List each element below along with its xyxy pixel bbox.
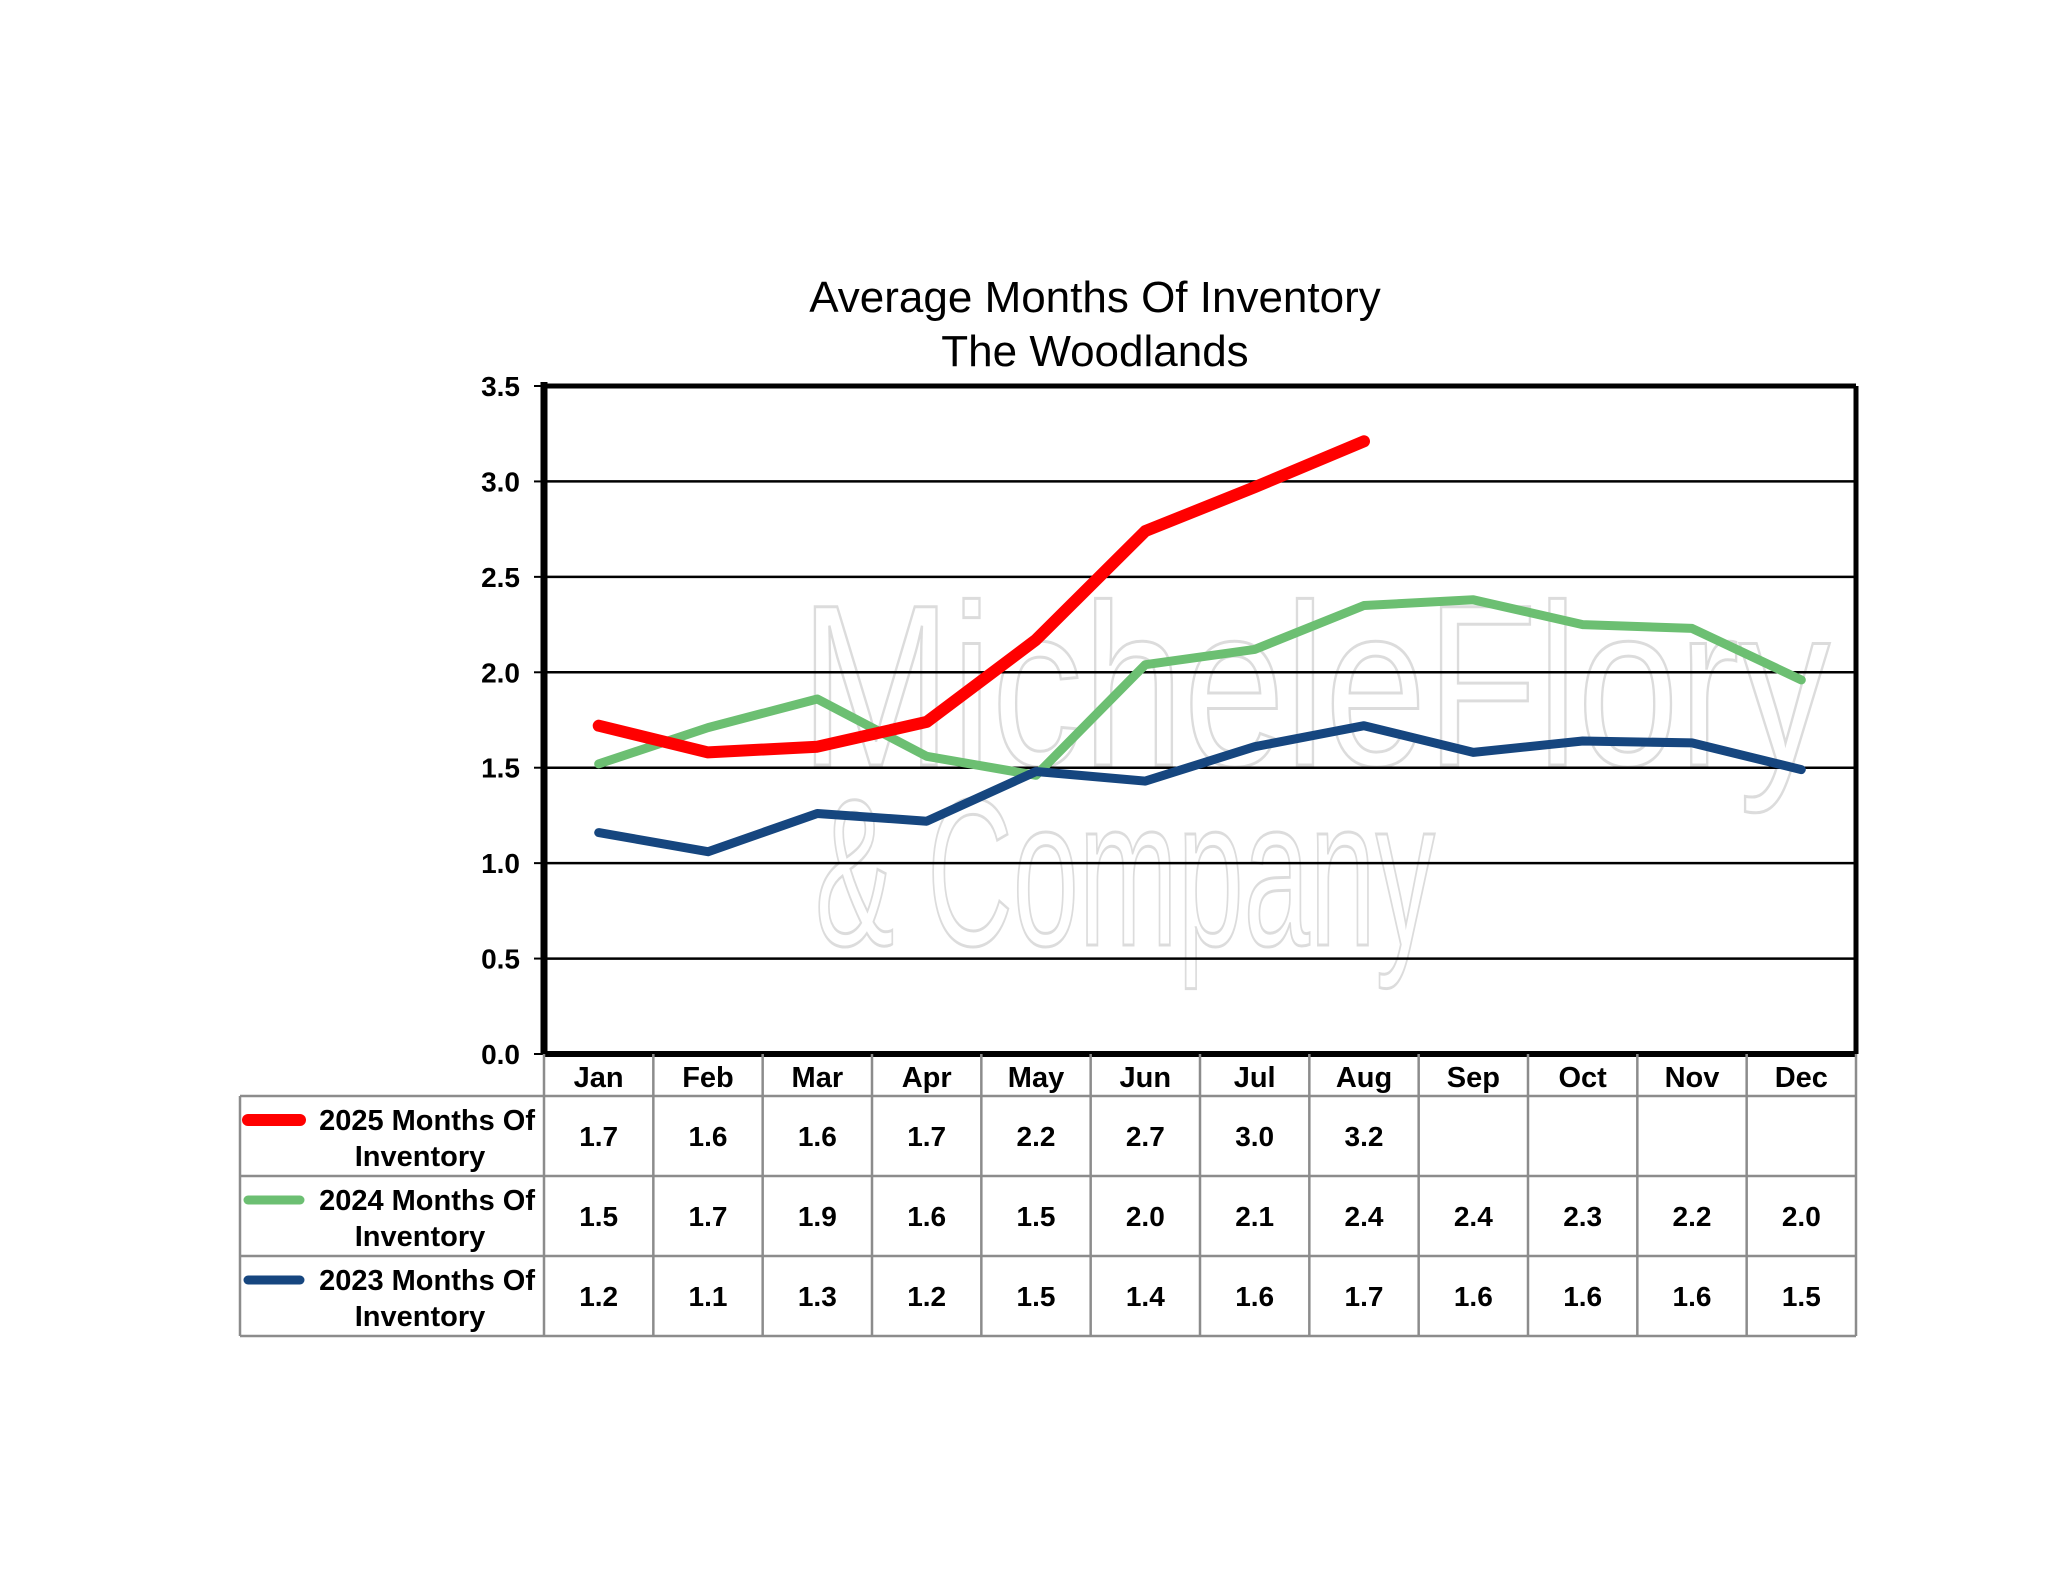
x-category-label: Jan	[574, 1062, 624, 1094]
x-category-label: Feb	[682, 1062, 734, 1094]
legend-label-line1: 2023 Months Of	[319, 1265, 535, 1297]
x-category-label: May	[1008, 1062, 1064, 1094]
data-label: 2.2	[1017, 1121, 1056, 1152]
data-label: 1.6	[1235, 1281, 1274, 1312]
watermark-logo: MicheleFlory & Company	[799, 556, 1832, 992]
data-table: Jan Feb Mar Apr May Jun Jul Aug Sep Oct Nov Dec 2025…	[238, 1054, 1858, 1338]
data-label: 1.7	[907, 1121, 946, 1152]
data-label: 3.2	[1345, 1121, 1384, 1152]
y-tick-label: 2.5	[481, 562, 520, 593]
x-category-label: Nov	[1665, 1062, 1720, 1094]
legend-label-line1: 2025 Months Of	[319, 1105, 535, 1137]
x-category-label: Aug	[1336, 1062, 1392, 1094]
series-line-2	[594, 721, 1806, 857]
y-tick-label: 2.0	[481, 657, 520, 688]
data-label: 1.5	[579, 1201, 618, 1232]
x-category-label: Jul	[1234, 1062, 1276, 1094]
data-label: 2.7	[1126, 1121, 1165, 1152]
chart-title: Average Months Of Inventory	[809, 273, 1380, 322]
series-lines	[592, 435, 1806, 857]
data-label: 1.5	[1782, 1281, 1821, 1312]
legend-label-line1: 2024 Months Of	[319, 1185, 535, 1217]
data-label: 1.6	[907, 1201, 946, 1232]
data-label: 1.9	[798, 1201, 837, 1232]
data-label: 1.7	[579, 1121, 618, 1152]
x-category-label: Oct	[1558, 1062, 1607, 1094]
data-label: 1.4	[1126, 1281, 1165, 1312]
y-tick-label: 0.0	[481, 1039, 520, 1070]
legend-label-line2: Inventory	[355, 1141, 486, 1173]
data-label: 1.6	[1563, 1281, 1602, 1312]
watermark-line2: & Company	[815, 755, 1435, 990]
data-label: 1.2	[579, 1281, 618, 1312]
data-label: 1.7	[689, 1201, 728, 1232]
x-category-label: Jun	[1120, 1062, 1172, 1094]
data-label: 1.7	[1345, 1281, 1384, 1312]
data-label: 2.4	[1345, 1201, 1384, 1232]
data-label: 2.3	[1563, 1201, 1602, 1232]
data-label: 2.0	[1782, 1201, 1821, 1232]
y-tick-label: 3.5	[481, 371, 520, 402]
data-label: 2.1	[1235, 1201, 1274, 1232]
data-label: 1.6	[798, 1121, 837, 1152]
data-label: 1.1	[689, 1281, 728, 1312]
y-tick-label: 1.0	[481, 848, 520, 879]
y-tick-label: 3.0	[481, 466, 520, 497]
data-label: 1.2	[907, 1281, 946, 1312]
legend-label-line2: Inventory	[355, 1301, 486, 1333]
series-line-1	[594, 595, 1806, 780]
legend-label-line2: Inventory	[355, 1221, 486, 1253]
x-category-label: Mar	[792, 1062, 844, 1094]
data-label: 2.2	[1673, 1201, 1712, 1232]
x-category-label: Dec	[1775, 1062, 1828, 1094]
data-label: 1.5	[1017, 1201, 1056, 1232]
data-label: 1.6	[1673, 1281, 1712, 1312]
data-label: 1.3	[798, 1281, 837, 1312]
data-label: 1.6	[689, 1121, 728, 1152]
data-label: 2.0	[1126, 1201, 1165, 1232]
chart-subtitle: The Woodlands	[941, 327, 1248, 376]
data-label: 3.0	[1235, 1121, 1274, 1152]
data-label: 1.5	[1017, 1281, 1056, 1312]
y-tick-label: 0.5	[481, 944, 520, 975]
x-category-label: Sep	[1447, 1062, 1500, 1094]
y-axis: 0.0 0.5 1.0 1.5 2.0 2.5 3.0 3.5	[481, 371, 544, 1070]
data-label: 1.6	[1454, 1281, 1493, 1312]
data-label: 2.4	[1454, 1201, 1493, 1232]
x-category-label: Apr	[902, 1062, 952, 1094]
series-line-0	[592, 435, 1370, 759]
y-tick-label: 1.5	[481, 753, 520, 784]
